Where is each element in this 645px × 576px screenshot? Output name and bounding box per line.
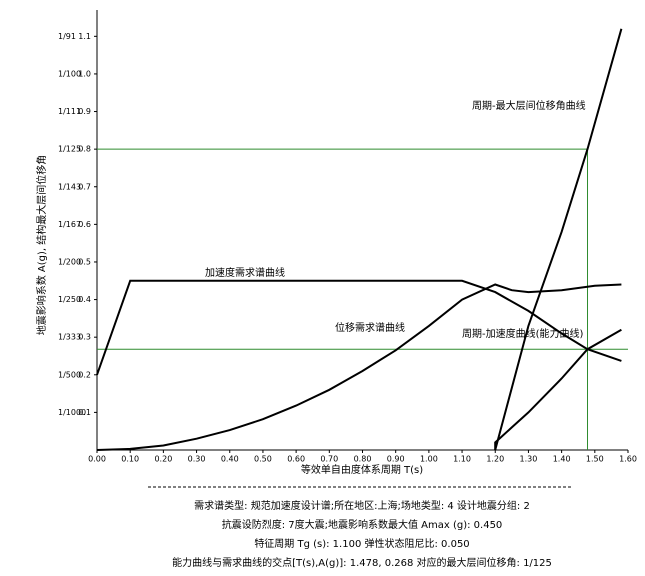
y-drift-label: 1/1000 xyxy=(58,408,86,417)
y-tick-label: 0.5 xyxy=(78,257,91,266)
y-drift-label: 1/125 xyxy=(58,145,81,154)
footer-line: 抗震设防烈度: 7度大震;地震影响系数最大值 Amax (g): 0.450 xyxy=(222,518,503,531)
y-drift-label: 1/111 xyxy=(58,107,81,116)
x-tick-label: 0.50 xyxy=(254,455,272,464)
curve-label: 周期-最大层间位移角曲线 xyxy=(472,99,586,112)
x-tick-label: 1.10 xyxy=(453,455,471,464)
y-tick-label: 0.6 xyxy=(78,220,91,229)
y-axis-label: 地震影响系数 A(g), 结构最大层间位移角 xyxy=(35,155,48,336)
x-tick-label: 1.00 xyxy=(420,455,438,464)
data-line xyxy=(494,328,622,450)
y-drift-label: 1/333 xyxy=(58,333,81,342)
x-tick-label: 0.90 xyxy=(387,455,405,464)
y-drift-label: 1/143 xyxy=(58,182,81,191)
x-tick-label: 1.40 xyxy=(553,455,571,464)
x-tick-label: 0.20 xyxy=(154,455,172,464)
y-tick-label: 0.3 xyxy=(78,333,91,342)
data-line xyxy=(96,283,622,451)
x-tick-label: 0.60 xyxy=(287,455,305,464)
data-line xyxy=(494,28,623,451)
footer-line: 特征周期 Tg (s): 1.100 弹性状态阻尼比: 0.050 xyxy=(254,537,469,550)
curve-label: 周期-加速度曲线(能力曲线) xyxy=(462,327,584,340)
y-drift-label: 1/200 xyxy=(58,257,81,266)
x-tick-label: 1.50 xyxy=(586,455,604,464)
y-tick-label: 0.4 xyxy=(78,295,91,304)
y-tick-label: 0.8 xyxy=(78,145,91,154)
curve-label: 加速度需求谱曲线 xyxy=(205,266,285,279)
y-tick-label: 0.7 xyxy=(78,182,91,191)
footer-line: 能力曲线与需求曲线的交点[T(s),A(g)]: 1.478, 0.268 对应… xyxy=(172,556,552,569)
y-drift-label: 1/91 xyxy=(58,32,76,41)
x-tick-label: 1.60 xyxy=(619,455,637,464)
x-tick-label: 0.80 xyxy=(354,455,372,464)
x-tick-label: 1.30 xyxy=(520,455,538,464)
data-line xyxy=(96,279,622,376)
y-tick-label: 0.1 xyxy=(78,408,91,417)
y-drift-label: 1/167 xyxy=(58,220,81,229)
y-tick-label: 0.9 xyxy=(78,107,91,116)
curve-label: 位移需求谱曲线 xyxy=(335,321,405,334)
x-tick-label: 0.70 xyxy=(320,455,338,464)
y-tick-label: 1.0 xyxy=(78,69,91,78)
x-tick-label: 0.10 xyxy=(121,455,139,464)
y-tick-label: 0.2 xyxy=(78,370,91,379)
y-drift-label: 1/250 xyxy=(58,295,81,304)
x-tick-label: 0.00 xyxy=(88,455,106,464)
x-tick-label: 1.20 xyxy=(486,455,504,464)
y-drift-label: 1/100 xyxy=(58,69,81,78)
y-drift-label: 1/500 xyxy=(58,370,81,379)
x-tick-label: 0.30 xyxy=(188,455,206,464)
x-tick-label: 0.40 xyxy=(221,455,239,464)
footer-line: 需求谱类型: 规范加速度设计谱;所在地区:上海;场地类型: 4 设计地震分组: … xyxy=(194,499,530,512)
y-tick-label: 1.1 xyxy=(78,32,91,41)
x-axis-label: 等效单自由度体系周期 T(s) xyxy=(301,463,423,476)
